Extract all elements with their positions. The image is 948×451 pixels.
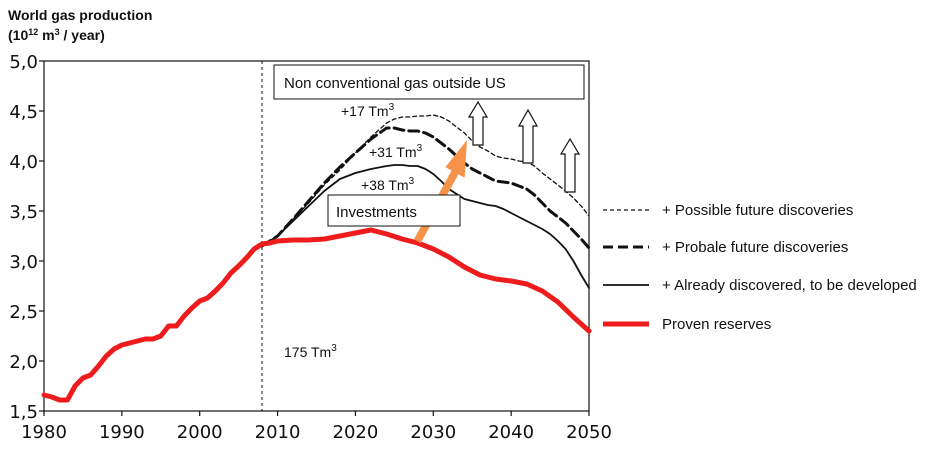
y-tick-label: 2,0 (9, 352, 38, 373)
series-line-3 (41, 227, 592, 403)
legend-label-discovered: + Already discovered, to be developed (662, 277, 917, 294)
investments-arrow (413, 140, 467, 244)
y-tick-label: 5,0 (9, 52, 38, 73)
series-line-0 (261, 114, 590, 247)
plot-frame (43, 60, 590, 412)
legend-label-possible: + Possible future discoveries (662, 202, 853, 219)
annotation-17tm3: +17 Tm3 (341, 102, 395, 119)
y-tick-label: 3,0 (9, 252, 38, 273)
x-tick-label: 2020 (333, 422, 379, 443)
legend-label-proven: Proven reserves (662, 316, 771, 333)
y-axis-title-line1: World gas production (8, 7, 152, 23)
y-axis-title-line2: (1012 m3 / year) (8, 27, 105, 43)
unconventional-gas-box (273, 64, 585, 100)
investments-arrow-icon (413, 140, 467, 244)
legend: + Possible future discoveries + Probale … (603, 202, 917, 333)
y-tick-label: 1,5 (9, 402, 38, 423)
up-arrow-icon (517, 108, 539, 164)
annotation-175tm3: 175 Tm3 (284, 343, 337, 360)
annotation-38tm3: +38 Tm3 (361, 176, 415, 193)
up-arrow-icon (467, 100, 489, 146)
y-tick-label: 3,5 (9, 202, 38, 223)
investments-label: Investments (336, 204, 417, 221)
annotation-31tm3: +31 Tm3 (369, 143, 423, 160)
series-line-2 (261, 164, 590, 289)
x-tick-label: 2040 (488, 422, 534, 443)
x-tick-label: 2050 (566, 422, 612, 443)
x-tick-label: 1990 (99, 422, 145, 443)
x-tick-label: 1980 (21, 422, 67, 443)
x-tick-label: 2010 (255, 422, 301, 443)
x-tick-label: 2000 (177, 422, 223, 443)
legend-label-probable: + Probale future discoveries (662, 239, 848, 256)
axis-ticks: 1,5 2,0 2,5 3,0 3,5 4,0 4,5 5,0 1980 1990 2000 2010… (9, 52, 612, 443)
y-tick-label: 4,0 (9, 152, 38, 173)
y-tick-label: 2,5 (9, 302, 38, 323)
upward-arrows (467, 100, 581, 193)
unconventional-gas-label: Non conventional gas outside US (284, 75, 506, 92)
up-arrow-icon (559, 137, 581, 193)
x-tick-label: 2030 (410, 422, 456, 443)
y-tick-label: 4,5 (9, 102, 38, 123)
investments-box (327, 194, 461, 227)
